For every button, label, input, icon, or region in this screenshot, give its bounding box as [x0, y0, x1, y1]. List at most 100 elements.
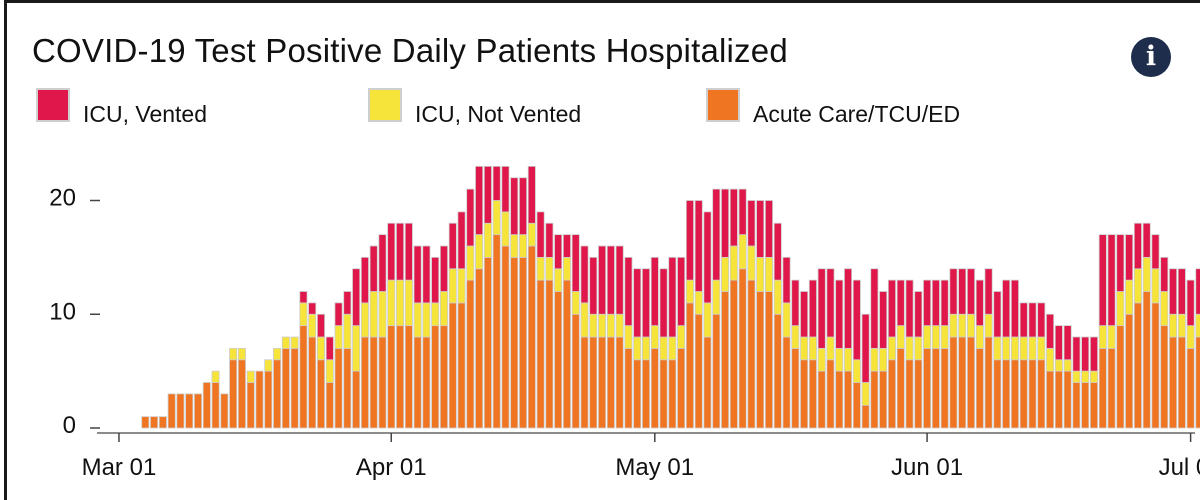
bar-icu-vented: [1010, 279, 1019, 338]
bar-icu-not-vented: [343, 313, 352, 349]
bar-acute-care: [237, 359, 246, 429]
y-tick-label: 0: [63, 412, 76, 439]
bar-icu-not-vented: [641, 336, 651, 361]
bar-icu-vented: [352, 268, 361, 327]
bar-acute-care: [861, 404, 870, 429]
bar-icu-vented: [422, 245, 431, 304]
bar-icu-vented: [387, 222, 396, 281]
bar-acute-care: [712, 313, 721, 429]
bar-icu-not-vented: [422, 302, 431, 338]
bar-acute-care: [316, 359, 325, 429]
bar-icu-vented: [633, 268, 642, 338]
legend-swatch-acute: [706, 88, 740, 122]
bar-icu-not-vented: [1081, 370, 1090, 383]
bar-icu-vented: [756, 200, 765, 258]
bar-acute-care: [176, 393, 185, 429]
bar-acute-care: [264, 370, 273, 429]
bar-acute-care: [984, 336, 993, 429]
bar-acute-care: [1186, 347, 1195, 429]
bar-icu-not-vented: [527, 222, 536, 247]
bar-acute-care: [729, 279, 738, 429]
bar-icu-not-vented: [492, 200, 501, 236]
bar-icu-not-vented: [703, 302, 712, 338]
bar-icu-not-vented: [861, 382, 870, 406]
bar-acute-care: [483, 256, 492, 429]
bar-icu-vented: [1081, 336, 1090, 372]
bar-acute-care: [448, 302, 457, 429]
bar-acute-care: [194, 393, 203, 429]
bar-icu-vented: [967, 268, 976, 315]
bar-icu-not-vented: [1195, 313, 1200, 338]
bar-icu-vented: [993, 291, 1002, 338]
bar-icu-not-vented: [633, 336, 642, 361]
bar-icu-not-vented: [826, 336, 835, 361]
bar-icu-not-vented: [360, 302, 369, 338]
x-tick-label: Apr 01: [356, 454, 427, 481]
bar-icu-not-vented: [299, 302, 308, 327]
bar-icu-vented: [1002, 279, 1011, 338]
bar-icu-not-vented: [747, 245, 756, 281]
info-icon[interactable]: i: [1131, 37, 1171, 77]
bar-icu-not-vented: [729, 245, 738, 281]
bar-icu-not-vented: [615, 313, 624, 338]
bar-icu-not-vented: [1107, 325, 1116, 349]
x-tick-label: May 01: [615, 454, 694, 481]
bar-icu-not-vented: [1063, 359, 1072, 372]
bar-icu-vented: [650, 256, 659, 327]
bar-icu-not-vented: [1089, 370, 1098, 383]
bar-acute-care: [967, 336, 976, 429]
bar-icu-not-vented: [457, 268, 466, 304]
bar-icu-vented: [334, 302, 343, 327]
bar-acute-care: [554, 291, 563, 429]
bar-icu-not-vented: [1169, 313, 1178, 338]
bar-icu-not-vented: [1037, 336, 1046, 361]
bar-acute-care: [914, 359, 923, 429]
bar-icu-not-vented: [246, 370, 255, 383]
bar-acute-care: [835, 370, 844, 429]
bar-acute-care: [343, 347, 352, 429]
bar-icu-not-vented: [448, 268, 457, 304]
bar-acute-care: [396, 325, 405, 429]
bar-icu-not-vented: [352, 325, 361, 372]
bar-acute-care: [255, 370, 264, 429]
bar-acute-care: [650, 347, 659, 429]
bar-acute-care: [492, 234, 501, 429]
bar-icu-vented: [870, 268, 879, 349]
bar-acute-care: [1151, 302, 1160, 429]
bar-acute-care: [185, 393, 194, 429]
bar-acute-care: [668, 359, 677, 429]
bar-acute-care: [958, 336, 967, 429]
bar-icu-vented: [1116, 234, 1125, 292]
bar-acute-care: [703, 336, 712, 429]
bar-acute-care: [1116, 325, 1125, 429]
bar-icu-vented: [896, 279, 905, 327]
bar-icu-vented: [1133, 222, 1142, 270]
bar-icu-vented: [808, 279, 817, 338]
bar-icu-vented: [703, 211, 712, 304]
bar-acute-care: [949, 336, 958, 429]
bar-icu-not-vented: [580, 302, 589, 338]
bar-icu-vented: [1098, 234, 1107, 327]
bar-icu-vented: [861, 313, 870, 383]
legend-label: ICU, Not Vented: [415, 101, 582, 127]
bar-icu-vented: [606, 245, 615, 315]
bar-icu-vented: [958, 268, 967, 315]
bar-acute-care: [1177, 336, 1186, 429]
bar-acute-care: [431, 325, 440, 429]
bar-icu-vented: [404, 222, 413, 281]
bar-icu-not-vented: [466, 245, 475, 281]
bar-acute-care: [852, 382, 861, 429]
bar-icu-not-vented: [439, 291, 448, 327]
bar-icu-vented: [1028, 302, 1037, 338]
bar-icu-not-vented: [281, 336, 290, 349]
bar-icu-vented: [721, 188, 730, 258]
bar-icu-vented: [791, 279, 800, 327]
bar-icu-not-vented: [782, 302, 791, 338]
bar-icu-not-vented: [510, 234, 519, 258]
bar-icu-not-vented: [387, 279, 396, 327]
chart-title: COVID-19 Test Positive Daily Patients Ho…: [32, 32, 788, 69]
bar-icu-not-vented: [721, 256, 730, 292]
bar-acute-care: [439, 325, 448, 429]
bar-icu-not-vented: [773, 279, 782, 315]
bar-acute-care: [923, 347, 932, 429]
